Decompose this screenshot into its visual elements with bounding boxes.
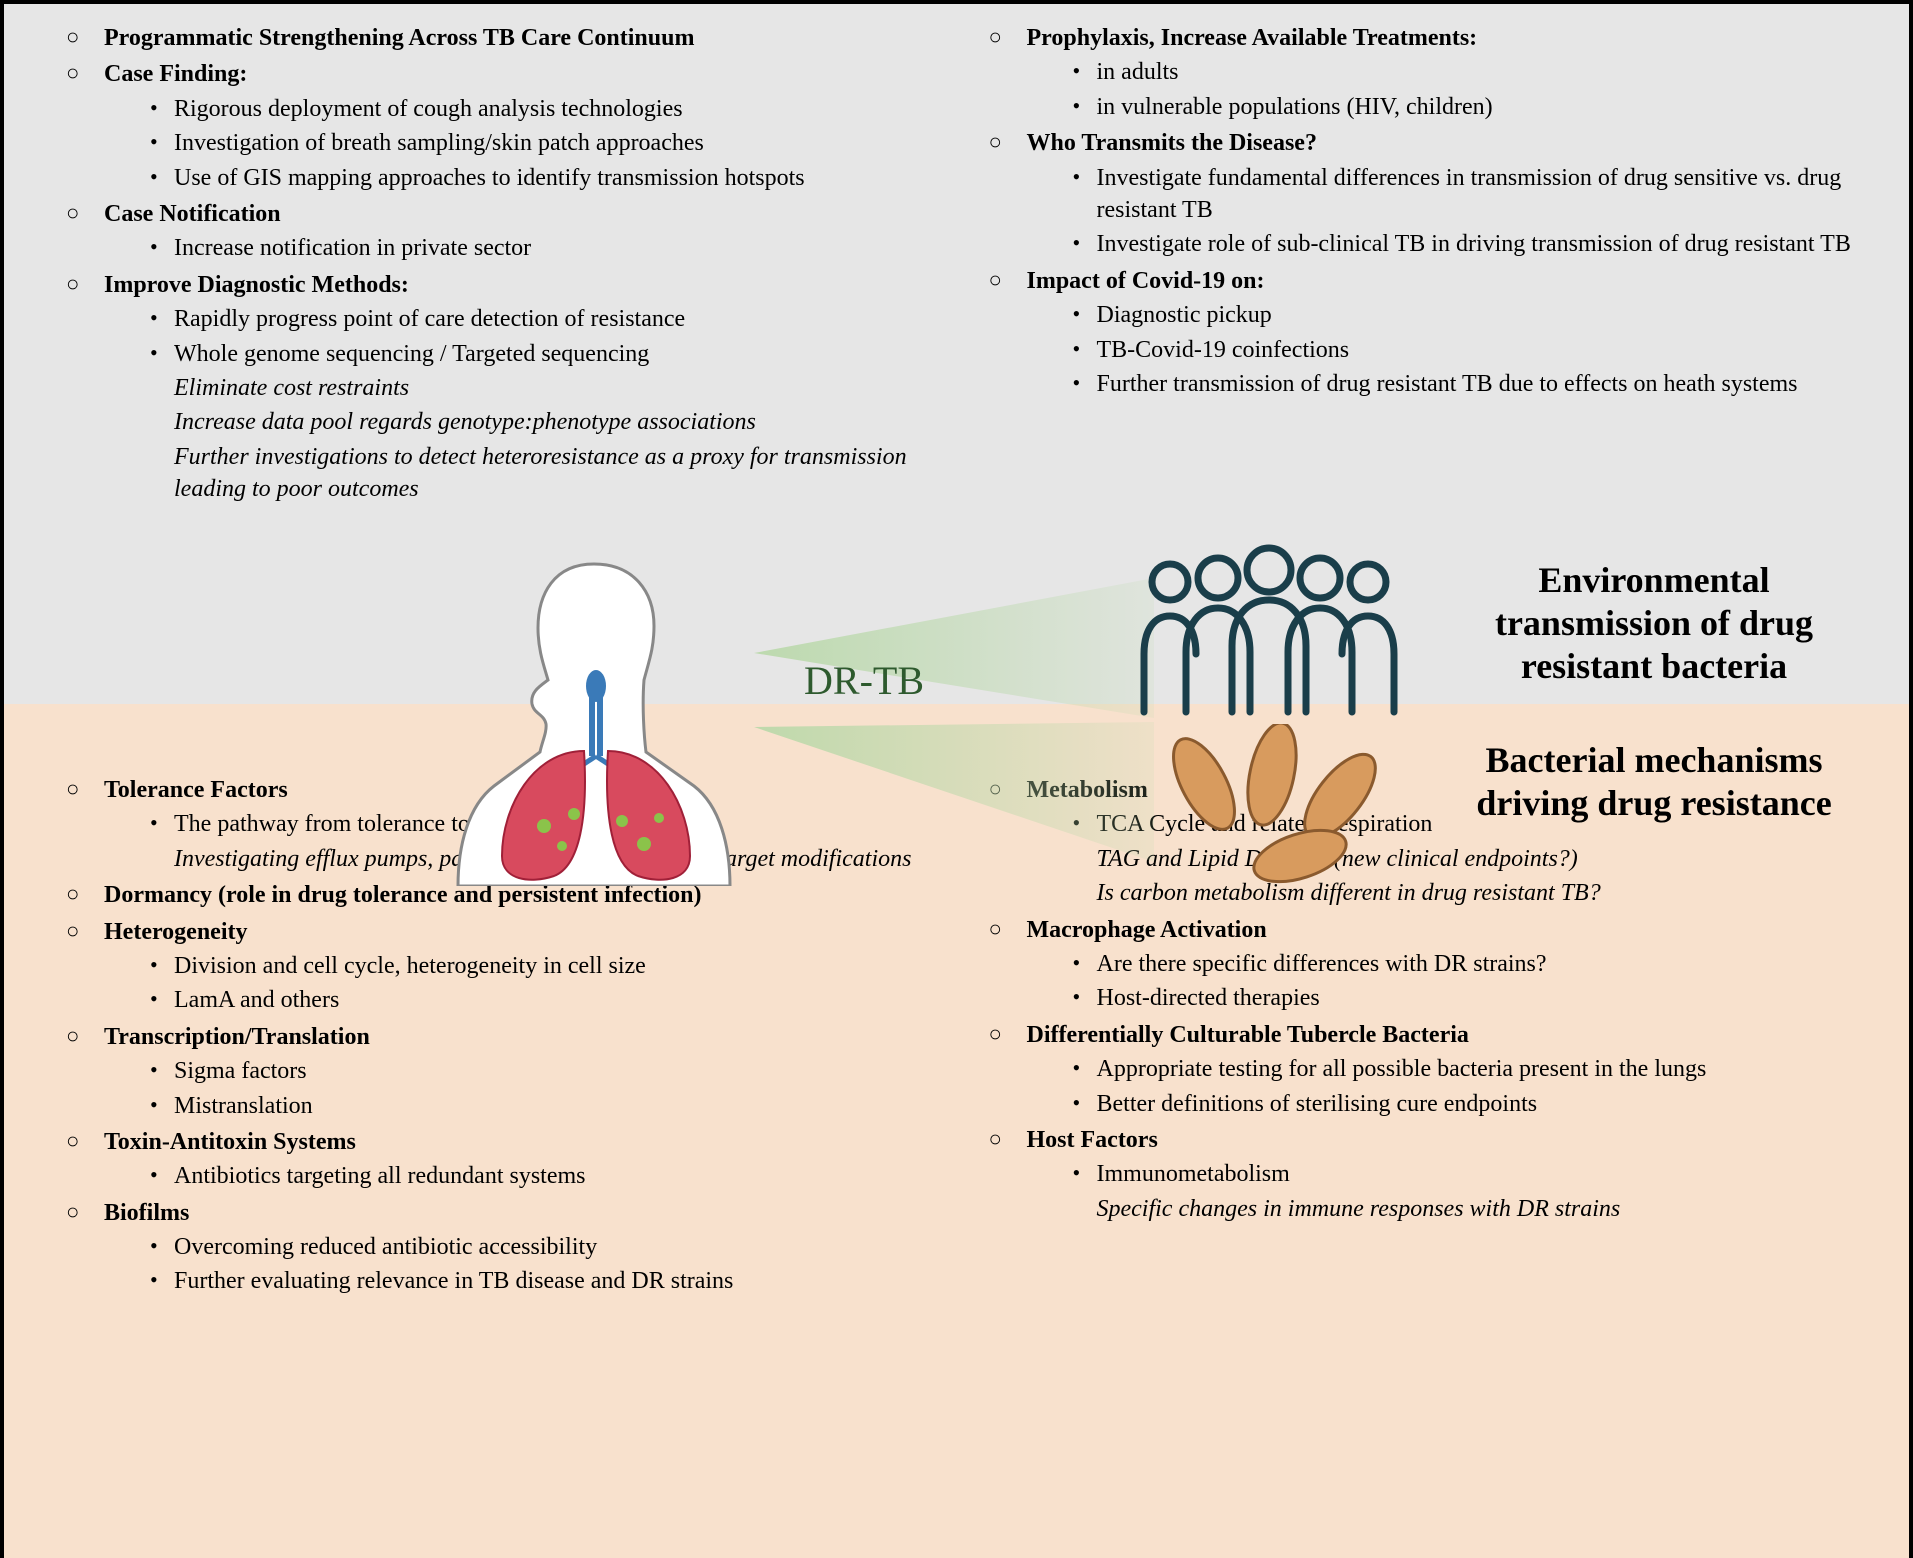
bac-title-line2: driving drug resistance (1476, 783, 1831, 823)
item-title: Prophylaxis, Increase Available Treatmen… (1027, 25, 1478, 51)
people-group-icon (1124, 542, 1414, 717)
item-title: Macrophage Activation (1027, 917, 1267, 943)
sub-item: Investigate fundamental differences in t… (1065, 162, 1866, 227)
sub-item: Further evaluating relevance in TB disea… (142, 1265, 943, 1297)
sub-list: Rigorous deployment of cough analysis te… (104, 93, 943, 194)
top-right-list: Prophylaxis, Increase Available Treatmen… (971, 22, 1866, 400)
sub-item: in vulnerable populations (HIV, children… (1065, 91, 1866, 123)
torso-lungs-icon (444, 556, 744, 886)
sub-item: Host-directed therapies (1065, 982, 1866, 1014)
sub-item: Investigate role of sub-clinical TB in d… (1065, 228, 1866, 260)
sub-item: Immunometabolism Specific changes in immu… (1065, 1158, 1866, 1225)
sub-list: Division and cell cycle, heterogeneity i… (104, 950, 943, 1017)
sub-list: Increase notification in private sector (104, 232, 943, 264)
list-item: Impact of Covid-19 on: Diagnostic pickupT… (971, 265, 1866, 401)
sub-item-text: Whole genome sequencing / Targeted seque… (174, 341, 649, 367)
item-title: Heterogeneity (104, 919, 248, 945)
sub-item: Whole genome sequencing / Targeted seque… (142, 338, 943, 506)
sub-list: Overcoming reduced antibiotic accessibil… (104, 1231, 943, 1298)
item-title: Dormancy (role in drug tolerance and per… (104, 882, 701, 908)
bacteria-icon (1144, 724, 1404, 904)
list-item: Case Finding: Rigorous deployment of coug… (48, 58, 943, 194)
sub-item: Better definitions of sterilising cure e… (1065, 1088, 1866, 1120)
sub-item: Diagnostic pickup (1065, 299, 1866, 331)
list-item: Transcription/Translation Sigma factorsMi… (48, 1021, 943, 1122)
list-item: Case Notification Increase notification i… (48, 198, 943, 265)
subsub-item: Eliminate cost restraints (174, 372, 943, 404)
list-item: Heterogeneity Division and cell cycle, he… (48, 916, 943, 1017)
sub-list: Immunometabolism Specific changes in immu… (1027, 1158, 1866, 1225)
sub-list: in adultsin vulnerable populations (HIV,… (1027, 56, 1866, 123)
list-item: Biofilms Overcoming reduced antibiotic ac… (48, 1197, 943, 1298)
env-title-line1: Environmental (1538, 560, 1769, 600)
sub-item: Are there specific differences with DR s… (1065, 948, 1866, 980)
subsub-list: Eliminate cost restraintsIncrease data p… (174, 372, 943, 506)
sub-item: Sigma factors (142, 1055, 943, 1087)
sub-item: Investigation of breath sampling/skin pa… (142, 127, 943, 159)
item-title: Tolerance Factors (104, 777, 288, 803)
top-left-list: Programmatic Strengthening Across TB Car… (48, 22, 943, 505)
sub-list: Investigate fundamental differences in t… (1027, 162, 1866, 261)
bottom-right-col: MetabolismTCA Cycle and related; respira… (957, 774, 1880, 1558)
sub-list: Appropriate testing for all possible bac… (1027, 1053, 1866, 1120)
sub-item-text: Immunometabolism (1097, 1161, 1290, 1187)
item-title: Host Factors (1027, 1127, 1158, 1153)
sub-list: Diagnostic pickupTB-Covid-19 coinfection… (1027, 299, 1866, 400)
env-title-line3: resistant bacteria (1521, 646, 1787, 686)
sub-list: Sigma factorsMistranslation (104, 1055, 943, 1122)
subsub-item: Increase data pool regards genotype:phen… (174, 406, 943, 438)
sub-item: Further transmission of drug resistant T… (1065, 368, 1866, 400)
sub-item: LamA and others (142, 984, 943, 1016)
sub-item: Rigorous deployment of cough analysis te… (142, 93, 943, 125)
sub-item: Overcoming reduced antibiotic accessibil… (142, 1231, 943, 1263)
item-title: Impact of Covid-19 on: (1027, 268, 1265, 294)
sub-item: TB-Covid-19 coinfections (1065, 334, 1866, 366)
list-item: Differentially Culturable Tubercle Bacte… (971, 1019, 1866, 1120)
sub-item: in adults (1065, 56, 1866, 88)
env-title-line2: transmission of drug (1495, 603, 1813, 643)
bacterial-title: Bacterial mechanisms driving drug resist… (1434, 739, 1874, 825)
item-title: Improve Diagnostic Methods: (104, 272, 409, 298)
sub-item: Appropriate testing for all possible bac… (1065, 1053, 1866, 1085)
sub-list: Are there specific differences with DR s… (1027, 948, 1866, 1015)
list-item: Macrophage Activation Are there specific … (971, 914, 1866, 1015)
item-title: Case Notification (104, 201, 281, 227)
drtb-label: DR-TB (804, 654, 924, 708)
cone-bottom-icon (754, 722, 1174, 862)
list-item: Programmatic Strengthening Across TB Car… (48, 22, 943, 54)
list-item: Toxin-Antitoxin Systems Antibiotics targe… (48, 1126, 943, 1193)
sub-item: Rapidly progress point of care detection… (142, 303, 943, 335)
list-item: Improve Diagnostic Methods: Rapidly progr… (48, 269, 943, 506)
sub-list: Antibiotics targeting all redundant syst… (104, 1160, 943, 1192)
figure-root: Programmatic Strengthening Across TB Car… (0, 0, 1913, 1558)
bac-title-line1: Bacterial mechanisms (1486, 740, 1823, 780)
list-item: Prophylaxis, Increase Available Treatmen… (971, 22, 1866, 123)
item-title: Toxin-Antitoxin Systems (104, 1129, 356, 1155)
subsub-item: Further investigations to detect heteror… (174, 441, 943, 506)
sub-item: Division and cell cycle, heterogeneity i… (142, 950, 943, 982)
sub-item: Use of GIS mapping approaches to identif… (142, 162, 943, 194)
bottom-left-col: Tolerance FactorsThe pathway from tolera… (34, 774, 957, 1558)
sub-item: Antibiotics targeting all redundant syst… (142, 1160, 943, 1192)
item-title: Who Transmits the Disease? (1027, 130, 1317, 156)
sub-item: Mistranslation (142, 1090, 943, 1122)
item-title: Programmatic Strengthening Across TB Car… (104, 25, 694, 51)
environmental-title: Environmental transmission of drug resis… (1434, 559, 1874, 689)
item-title: Case Finding: (104, 61, 247, 87)
item-title: Differentially Culturable Tubercle Bacte… (1027, 1022, 1469, 1048)
list-item: Who Transmits the Disease? Investigate fu… (971, 127, 1866, 261)
sub-item: Increase notification in private sector (142, 232, 943, 264)
subsub-item: Specific changes in immune responses wit… (1097, 1193, 1866, 1225)
item-title: Transcription/Translation (104, 1024, 370, 1050)
list-item: Host Factors Immunometabolism Specific cha… (971, 1124, 1866, 1225)
sub-list: Rapidly progress point of care detection… (104, 303, 943, 505)
subsub-list: Specific changes in immune responses wit… (1097, 1193, 1866, 1225)
item-title: Biofilms (104, 1200, 189, 1226)
